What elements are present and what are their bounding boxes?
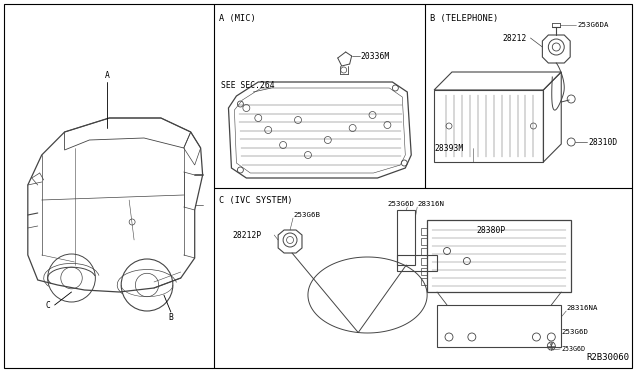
Bar	[421, 258, 427, 265]
Text: 28212P: 28212P	[232, 231, 262, 240]
Text: C: C	[45, 301, 50, 310]
Text: 28316NA: 28316NA	[566, 305, 598, 311]
Text: 253G6B: 253G6B	[293, 212, 320, 218]
Text: 253G6D: 253G6D	[387, 201, 415, 207]
Text: 28380P: 28380P	[477, 225, 506, 234]
Bar	[421, 248, 427, 255]
Text: B (TELEPHONE): B (TELEPHONE)	[430, 14, 499, 23]
Text: 28393M: 28393M	[434, 144, 463, 153]
Text: 28316N: 28316N	[417, 201, 444, 207]
Text: SEE SEC.264: SEE SEC.264	[221, 80, 274, 90]
Text: A (MIC): A (MIC)	[218, 14, 255, 23]
Bar	[434, 90, 543, 162]
Bar	[397, 210, 415, 265]
Bar	[437, 305, 561, 347]
Text: 28310D: 28310D	[588, 138, 618, 147]
Text: 253G6DA: 253G6DA	[577, 22, 609, 28]
Text: 20336M: 20336M	[360, 51, 390, 61]
Bar	[427, 220, 571, 292]
Bar	[421, 278, 427, 285]
Bar	[421, 238, 427, 245]
Bar	[397, 255, 437, 271]
Bar	[421, 268, 427, 275]
Text: C (IVC SYSTEM): C (IVC SYSTEM)	[218, 196, 292, 205]
Text: 253G6D: 253G6D	[561, 329, 588, 335]
Text: B: B	[168, 314, 173, 323]
Text: R2B30060: R2B30060	[586, 353, 629, 362]
Text: 253G6D: 253G6D	[561, 346, 585, 352]
Bar	[421, 228, 427, 235]
Text: A: A	[105, 71, 109, 80]
Text: 28212: 28212	[502, 33, 527, 42]
